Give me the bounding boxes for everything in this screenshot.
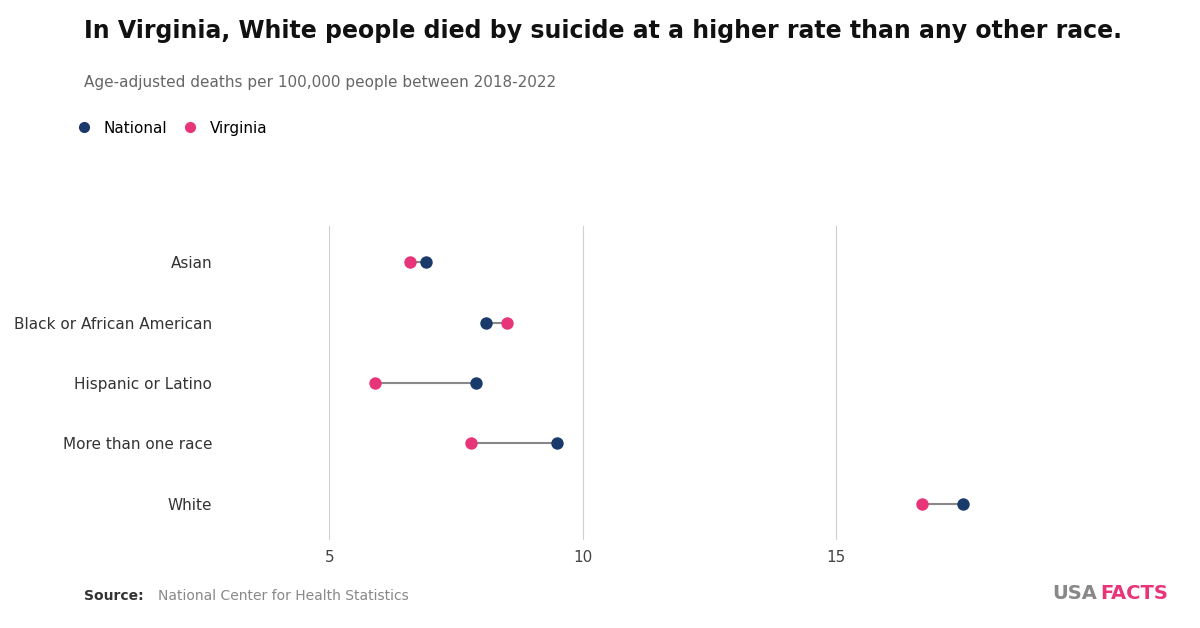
Text: USA: USA: [1052, 584, 1097, 603]
Point: [953, 499, 972, 509]
Text: FACTS: FACTS: [1100, 584, 1169, 603]
Text: Age-adjusted deaths per 100,000 people between 2018-2022: Age-adjusted deaths per 100,000 people b…: [84, 75, 556, 90]
Legend: National, Virginia: National, Virginia: [62, 114, 274, 142]
Point: [497, 318, 516, 328]
Point: [462, 438, 481, 448]
Point: [467, 378, 486, 388]
Text: Source:: Source:: [84, 589, 144, 603]
Point: [912, 499, 931, 509]
Text: In Virginia, White people died by suicide at a higher rate than any other race.: In Virginia, White people died by suicid…: [84, 19, 1122, 43]
Point: [416, 257, 436, 268]
Point: [547, 438, 566, 448]
Point: [476, 318, 496, 328]
Point: [365, 378, 384, 388]
Text: National Center for Health Statistics: National Center for Health Statistics: [158, 589, 409, 603]
Point: [401, 257, 420, 268]
